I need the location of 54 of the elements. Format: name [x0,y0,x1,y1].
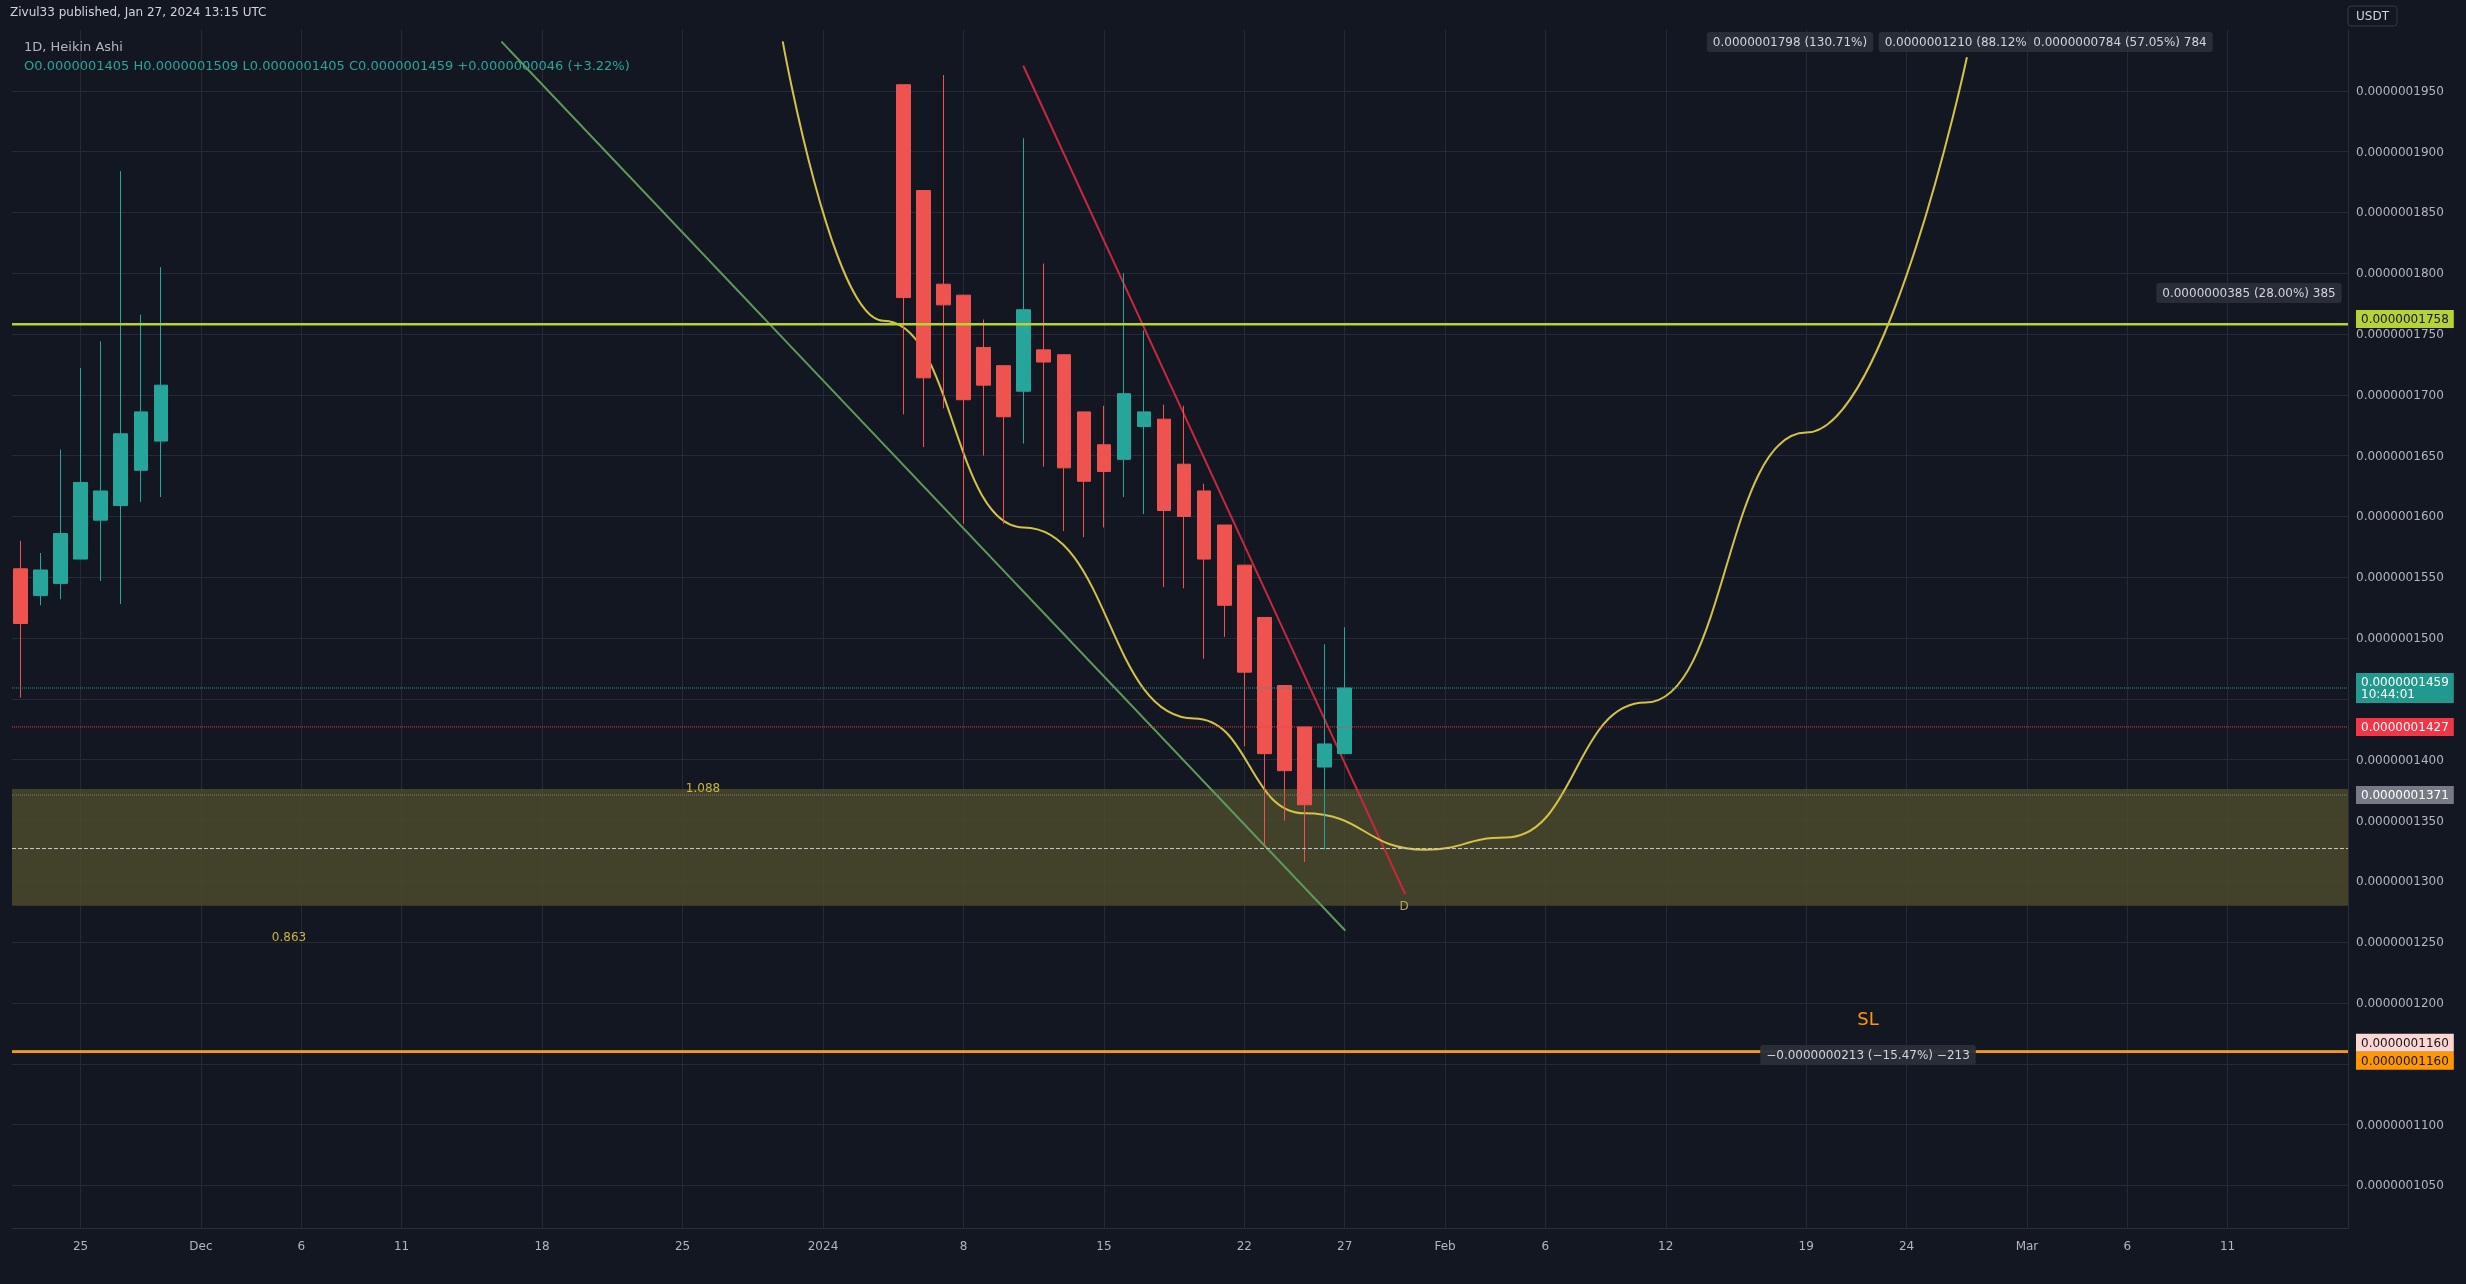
x-tick-label: 11 [393,1239,410,1253]
annotation: −0.0000000213 (−15.47%) −213 [1766,1048,1970,1062]
annotation: D [1399,899,1409,913]
x-tick-label: Dec [189,1239,213,1253]
x-tick-label: 6 [1541,1239,1550,1253]
ref-line-label: 0.0000001160 [2361,1053,2449,1068]
x-tick-label: 11 [2219,1239,2236,1253]
y-tick-label: 0.0000001800 [2356,266,2444,281]
x-tick-label: 27 [1337,1239,1353,1253]
y-tick-label: 0.0000001650 [2356,448,2444,463]
ref-line-label: 0.0000001427 [2361,719,2449,734]
x-tick-label: 25 [674,1239,691,1253]
ref-line-label: 0.0000001160 [2361,1035,2449,1050]
x-tick-label: 22 [1236,1239,1253,1253]
x-tick-label: Feb [1434,1239,1456,1253]
y-tick-label: 0.0000001250 [2356,935,2444,950]
y-tick-label: 0.0000001500 [2356,631,2444,646]
y-tick-label: 0.0000001850 [2356,205,2444,220]
x-tick-label: 24 [1898,1239,1915,1253]
y-tick-label: 0.0000001700 [2356,387,2444,402]
x-tick-label: 6 [297,1239,306,1253]
x-tick-label: Mar [2015,1239,2039,1253]
text: Zivul33 published, Jan 27, 2024 13:15 UTC [10,5,267,19]
x-tick-label: 8 [959,1239,968,1253]
x-tick-label: 18 [534,1239,550,1253]
y-axis-title: USDT [2356,9,2390,23]
y-tick-label: 0.0000001400 [2356,752,2444,767]
y-tick-label: 0.0000001050 [2356,1178,2444,1193]
y-tick-label: 0.0000001900 [2356,144,2444,159]
y-tick-label: 0.0000001550 [2356,570,2444,585]
y-tick-label: 0.0000001950 [2356,83,2444,98]
x-tick-label: 19 [1798,1239,1814,1253]
x-tick-label: 12 [1658,1239,1674,1253]
y-tick-label: 0.0000001200 [2356,995,2444,1010]
x-tick-label: 15 [1096,1239,1112,1253]
y-tick-label: 0.0000001100 [2356,1117,2444,1132]
annotation: 1.088 [685,781,721,795]
ref-line-label: 0.0000001371 [2361,788,2449,803]
annotation: 0.0000001210 (88.12%) [1884,35,2032,49]
annotation: 0.0000000784 (57.05%) 784 [2033,35,2207,49]
x-tick-label: 25 [72,1239,89,1253]
annotation: 0.863 [271,930,307,944]
text: 1D, Heikin Ashi [24,39,123,54]
ref-line-label: 0.0000001758 [2361,312,2449,327]
x-tick-label: 2024 [807,1239,839,1253]
annotation: 0.0000000385 (28.00%) 385 [2162,286,2336,300]
y-tick-label: 0.0000001600 [2356,509,2444,524]
annotation: 0.0000001798 (130.71%) [1712,35,1868,49]
x-tick-label: 6 [2123,1239,2132,1253]
ref-line-label: 0.0000001459 10:44:01 [2361,674,2449,701]
y-tick-label: 0.0000001350 [2356,813,2444,828]
y-tick-label: 0.0000001750 [2356,327,2444,342]
annotation: SL [1857,1007,1879,1029]
y-tick-label: 0.0000001300 [2356,874,2444,889]
